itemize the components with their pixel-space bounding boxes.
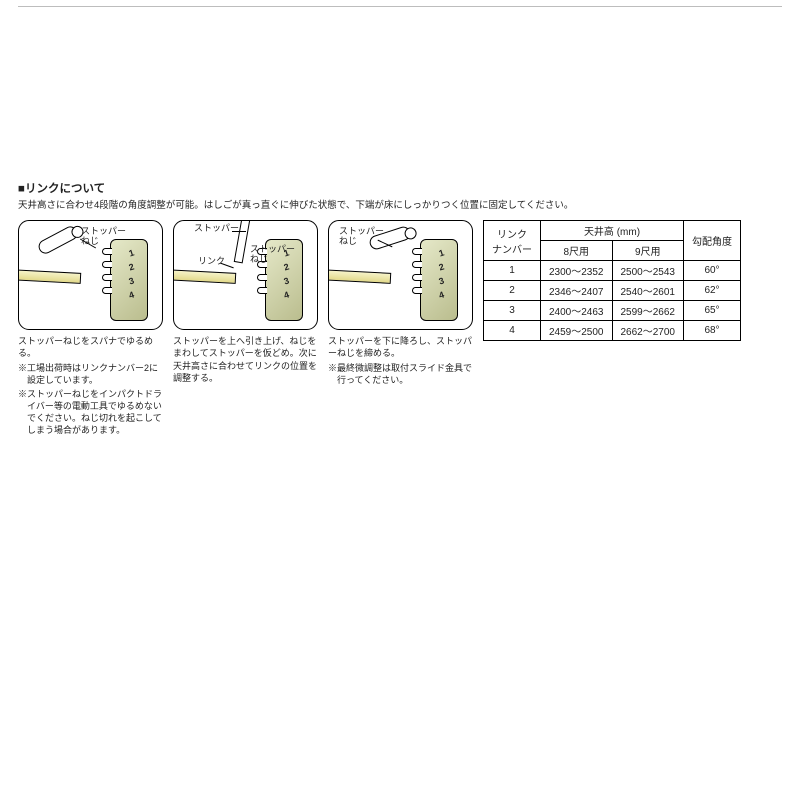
label-stopper-screw: ストッパー ねじ bbox=[339, 227, 384, 247]
notch-icon bbox=[412, 274, 422, 281]
notch-icon bbox=[412, 261, 422, 268]
ladder-bar-icon bbox=[328, 269, 391, 284]
th-8shaku: 8尺用 bbox=[541, 241, 613, 261]
td: 62° bbox=[684, 281, 741, 301]
table-row: リンク ナンバー 天井高 (mm) 勾配角度 bbox=[484, 221, 741, 241]
td: 2500～2543 bbox=[612, 261, 684, 281]
td: 1 bbox=[484, 261, 541, 281]
leader-line bbox=[232, 231, 246, 232]
notch-icon bbox=[102, 274, 112, 281]
td: 2300～2352 bbox=[541, 261, 613, 281]
caption-3: ストッパーを下に降ろし、ストッパーねじを締める。 ※最終微調整は取付スライド金具… bbox=[328, 335, 473, 386]
td: 68° bbox=[684, 321, 741, 341]
caption-note: ※最終微調整は取付スライド金具で行ってください。 bbox=[328, 362, 473, 386]
td: 2662～2700 bbox=[612, 321, 684, 341]
notch-icon bbox=[102, 261, 112, 268]
td: 3 bbox=[484, 301, 541, 321]
td: 2540～2601 bbox=[612, 281, 684, 301]
figure-1: 1 2 3 4 ストッパー ねじ bbox=[18, 220, 163, 330]
notch-icon bbox=[257, 274, 267, 281]
table-row: 4 2459～2500 2662～2700 68° bbox=[484, 321, 741, 341]
td: 2599～2662 bbox=[612, 301, 684, 321]
notch-icon bbox=[257, 287, 267, 294]
ladder-bar-icon bbox=[173, 269, 236, 284]
panel-2: 1 2 3 4 ストッパー リンク ストッパー ねじ ストッパーを上へ引き上げ、… bbox=[173, 220, 318, 386]
top-rule bbox=[18, 6, 782, 7]
section-heading: ■リンクについて bbox=[18, 180, 782, 196]
section-subheading: 天井高さに合わせ4段階の角度調整が可能。はしごが真っ直ぐに伸びた状態で、下端が床… bbox=[18, 199, 782, 212]
wrench-icon bbox=[36, 224, 80, 256]
table-row: 3 2400～2463 2599～2662 65° bbox=[484, 301, 741, 321]
notch-icon bbox=[412, 287, 422, 294]
figure-row: 1 2 3 4 ストッパー ねじ ストッパーねじをスパナでゆるめる。 ※工場出荷… bbox=[18, 220, 782, 438]
caption-line: ストッパーを下に降ろし、ストッパーねじを締める。 bbox=[328, 335, 473, 359]
td: 4 bbox=[484, 321, 541, 341]
caption-2: ストッパーを上へ引き上げ、ねじをまわしてストッパーを仮どめ。次に天井高さに合わせ… bbox=[173, 335, 318, 384]
label-stopper: ストッパー bbox=[194, 224, 239, 234]
caption-line: ストッパーねじをスパナでゆるめる。 bbox=[18, 335, 163, 359]
th-ceiling-height: 天井高 (mm) bbox=[541, 221, 684, 241]
document-sheet: ■リンクについて 天井高さに合わせ4段階の角度調整が可能。はしごが真っ直ぐに伸び… bbox=[0, 0, 800, 800]
caption-note: ※工場出荷時はリンクナンバー2に設定しています。 bbox=[18, 362, 163, 386]
td: 65° bbox=[684, 301, 741, 321]
spec-table-wrap: リンク ナンバー 天井高 (mm) 勾配角度 8尺用 9尺用 1 2300～23… bbox=[483, 220, 741, 341]
td: 2 bbox=[484, 281, 541, 301]
panel-3: 1 2 3 4 ストッパー ねじ ストッパーを下に降ろし、ストッパーねじを締める… bbox=[328, 220, 473, 388]
figure-3: 1 2 3 4 ストッパー ねじ bbox=[328, 220, 473, 330]
notch-icon bbox=[102, 248, 112, 255]
figure-2: 1 2 3 4 ストッパー リンク ストッパー ねじ bbox=[173, 220, 318, 330]
th-9shaku: 9尺用 bbox=[612, 241, 684, 261]
label-stopper-screw: ストッパー ねじ bbox=[250, 245, 295, 265]
th-link-number: リンク ナンバー bbox=[484, 221, 541, 261]
caption-note: ※ストッパーねじをインパクトドライバー等の電動工具でゆるめないでください。ねじ切… bbox=[18, 388, 163, 437]
caption-1: ストッパーねじをスパナでゆるめる。 ※工場出荷時はリンクナンバー2に設定していま… bbox=[18, 335, 163, 436]
ladder-bar-icon bbox=[18, 269, 81, 284]
caption-line: ストッパーを上へ引き上げ、ねじをまわしてストッパーを仮どめ。次に天井高さに合わせ… bbox=[173, 335, 318, 384]
td: 60° bbox=[684, 261, 741, 281]
content-block: ■リンクについて 天井高さに合わせ4段階の角度調整が可能。はしごが真っ直ぐに伸び… bbox=[18, 180, 782, 438]
td: 2459～2500 bbox=[541, 321, 613, 341]
th-angle: 勾配角度 bbox=[684, 221, 741, 261]
table-row: 1 2300～2352 2500～2543 60° bbox=[484, 261, 741, 281]
notch-icon bbox=[412, 248, 422, 255]
spec-table: リンク ナンバー 天井高 (mm) 勾配角度 8尺用 9尺用 1 2300～23… bbox=[483, 220, 741, 341]
table-row: 2 2346～2407 2540～2601 62° bbox=[484, 281, 741, 301]
panel-1: 1 2 3 4 ストッパー ねじ ストッパーねじをスパナでゆるめる。 ※工場出荷… bbox=[18, 220, 163, 438]
td: 2400～2463 bbox=[541, 301, 613, 321]
td: 2346～2407 bbox=[541, 281, 613, 301]
notch-icon bbox=[102, 287, 112, 294]
